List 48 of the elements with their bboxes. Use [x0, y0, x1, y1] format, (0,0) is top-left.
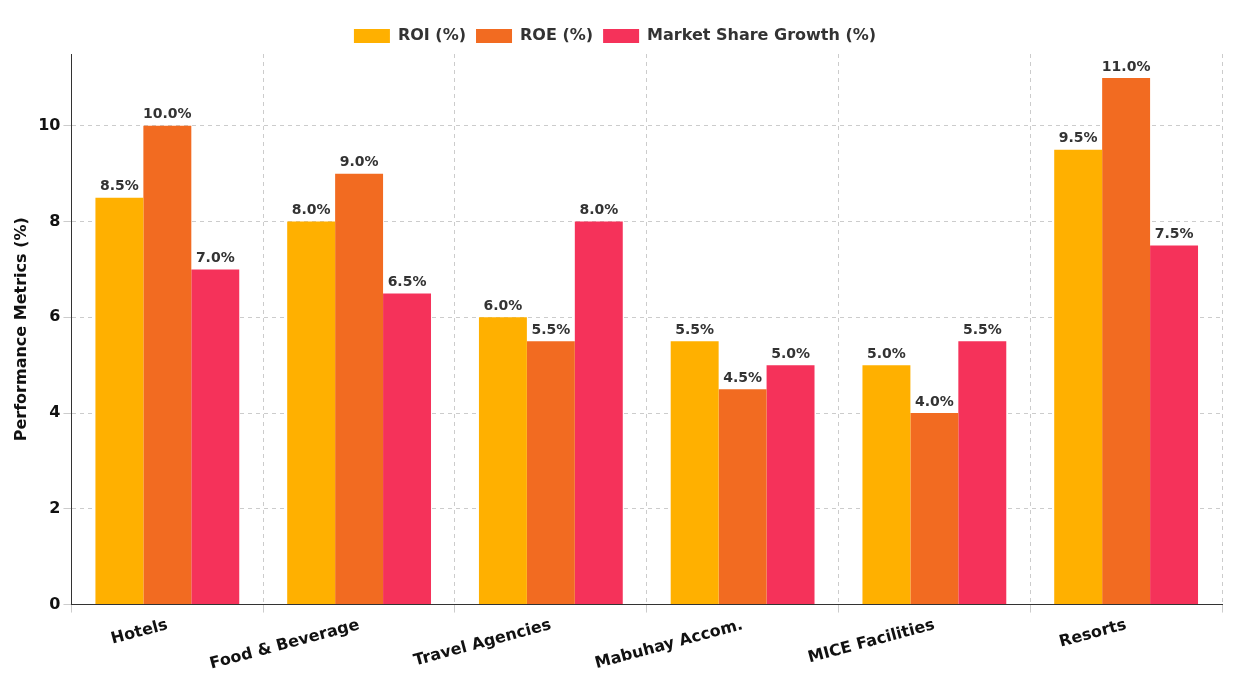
data-label: 5.0%	[867, 344, 906, 361]
data-label: 8.5%	[99, 177, 139, 194]
bar	[574, 221, 623, 605]
legend-label: ROI (%)	[397, 25, 467, 45]
bar	[1102, 77, 1151, 605]
data-label: 4.0%	[914, 392, 954, 409]
y-tick-label: 0	[49, 593, 61, 613]
data-label: 9.5%	[1058, 129, 1098, 146]
y-tick-label: 8	[49, 210, 61, 230]
bar	[287, 221, 336, 605]
bar	[95, 197, 144, 605]
bar	[670, 341, 719, 605]
y-tick-label: 6	[49, 306, 61, 326]
data-label: 10.0%	[143, 105, 192, 122]
data-label: 9.0%	[339, 153, 379, 170]
data-label: 5.5%	[962, 320, 1002, 337]
legend-label: Market Share Growth (%)	[647, 25, 877, 45]
bar	[335, 173, 384, 605]
bar	[383, 293, 432, 605]
bar	[862, 365, 911, 605]
y-tick-label: 2	[49, 497, 61, 517]
legend-label: ROE (%)	[520, 25, 594, 45]
x-tick-label: Hotels	[108, 614, 170, 648]
bar	[526, 341, 575, 605]
y-axis-title: Performance Metrics (%)	[10, 217, 30, 442]
bar	[143, 125, 192, 605]
bar	[1150, 245, 1199, 605]
data-label: 7.5%	[1154, 225, 1194, 242]
y-tick-label: 4	[49, 402, 61, 422]
data-label: 7.0%	[195, 249, 235, 266]
data-label: 5.0%	[771, 344, 810, 361]
bar	[478, 317, 527, 605]
data-label: 8.0%	[291, 201, 331, 218]
bar	[958, 341, 1007, 605]
bar	[766, 365, 815, 605]
data-label: 6.0%	[483, 296, 523, 313]
data-label: 4.5%	[723, 368, 763, 385]
data-label: 8.0%	[579, 201, 619, 218]
y-tick-label: 10	[38, 114, 61, 134]
x-tick-label: Resorts	[1056, 614, 1129, 651]
bar	[910, 413, 959, 605]
bar	[191, 269, 240, 605]
data-label: 5.5%	[675, 320, 715, 337]
data-label: 11.0%	[1101, 57, 1151, 74]
data-label: 6.5%	[387, 273, 427, 290]
bar	[1054, 149, 1103, 605]
bar	[718, 389, 767, 605]
data-label: 5.5%	[531, 320, 571, 337]
